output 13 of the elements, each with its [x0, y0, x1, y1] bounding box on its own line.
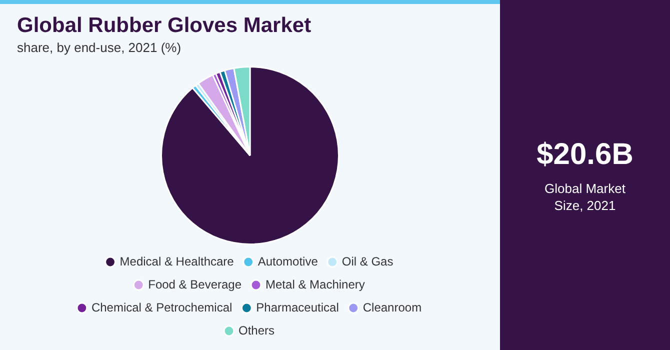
text: Global Market Size, 2021: [544, 180, 626, 214]
chart-subtitle: share, by end-use, 2021 (%): [17, 40, 182, 55]
legend-label: Automotive: [258, 254, 318, 268]
chart-title: Global Rubber Gloves Market: [17, 14, 312, 38]
legend-label: Oil & Gas: [342, 254, 394, 268]
legend-label: Metal & Machinery: [266, 277, 365, 292]
legend-label: Others: [238, 323, 275, 338]
legend-label: Chemical & Petrochemical: [91, 300, 232, 314]
legend-label: Cleanroom: [362, 300, 422, 314]
legend-label: Food & Beverage: [148, 277, 242, 292]
text: $20.6B: [536, 138, 634, 172]
legend-label: Pharmaceutical: [256, 300, 339, 314]
legend-label: Medical & Healthcare: [120, 254, 234, 268]
